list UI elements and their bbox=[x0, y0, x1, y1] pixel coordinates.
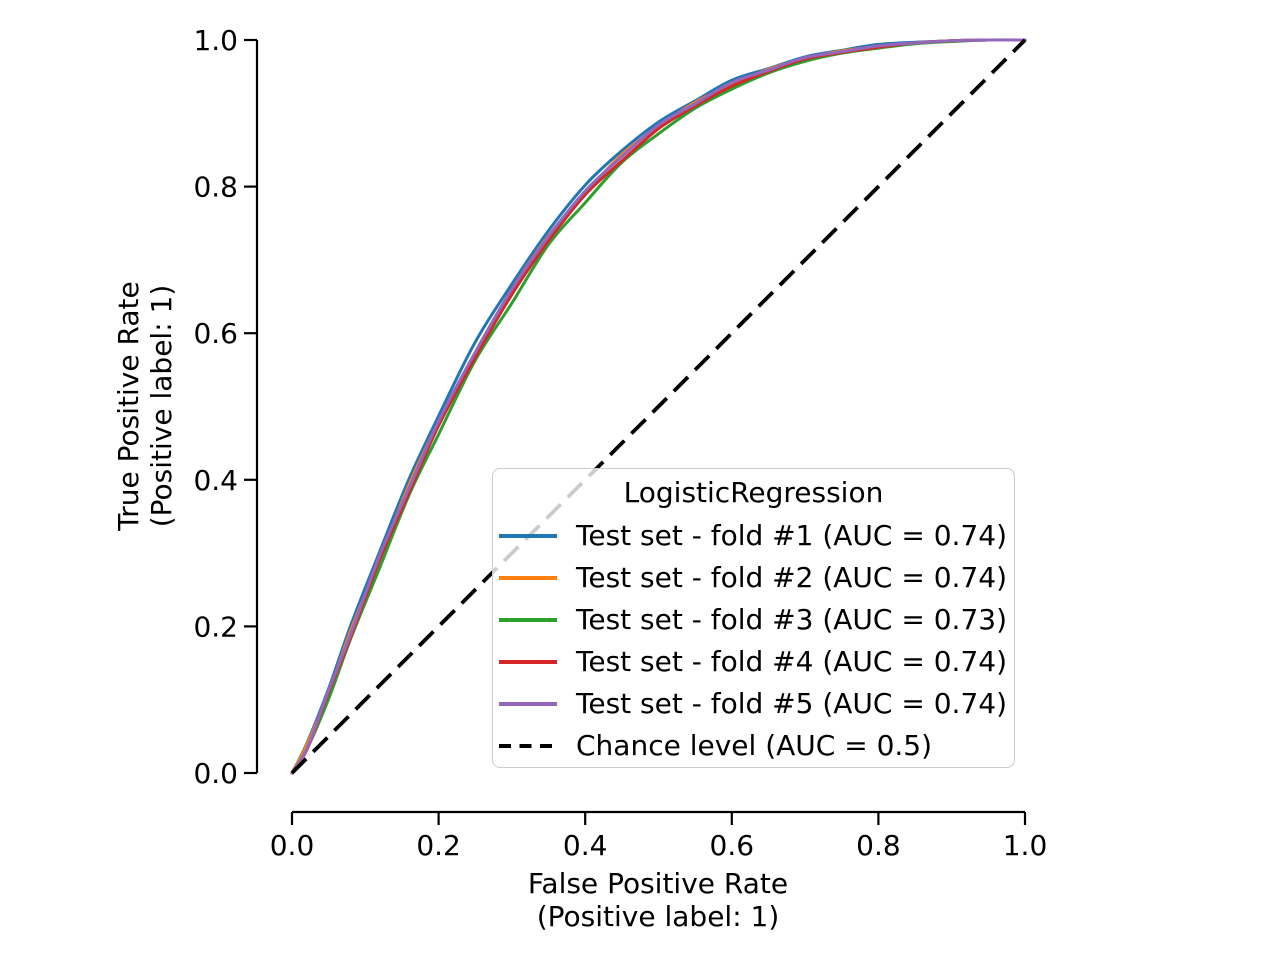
legend-entry-fold-4: Test set - fold #4 (AUC = 0.74) bbox=[493, 641, 1014, 683]
chance-level-line bbox=[290, 38, 1027, 775]
x-tick-label: 1.0 bbox=[1003, 829, 1048, 862]
y-tick-label: 0.0 bbox=[193, 757, 238, 790]
x-tick-label: 0.0 bbox=[270, 829, 315, 862]
legend-label-fold-4: Test set - fold #4 (AUC = 0.74) bbox=[576, 645, 1008, 678]
x-tick-label: 0.6 bbox=[710, 829, 755, 862]
legend-entry-fold-2: Test set - fold #2 (AUC = 0.74) bbox=[493, 557, 1014, 599]
legend: LogisticRegression Test set - fold #1 (A… bbox=[492, 468, 1015, 768]
x-axis-label-line2: (Positive label: 1) bbox=[537, 900, 780, 933]
legend-label-fold-3: Test set - fold #3 (AUC = 0.73) bbox=[576, 603, 1008, 636]
y-axis-label-line1: True Positive Rate bbox=[112, 281, 145, 531]
roc-curve-fold-5 bbox=[290, 38, 1027, 775]
x-axis-label-line1: False Positive Rate bbox=[528, 867, 788, 900]
y-tick-label: 0.6 bbox=[193, 317, 238, 350]
legend-line-sample-fold-3 bbox=[499, 618, 557, 622]
x-tick-label: 0.4 bbox=[563, 829, 608, 862]
x-tick-label: 0.2 bbox=[416, 829, 461, 862]
legend-line-sample-fold-2 bbox=[499, 576, 557, 580]
y-tick-label: 1.0 bbox=[193, 24, 238, 57]
legend-label-chance-level: Chance level (AUC = 0.5) bbox=[576, 729, 933, 762]
legend-entry-fold-3: Test set - fold #3 (AUC = 0.73) bbox=[493, 599, 1014, 641]
x-tick-label: 0.8 bbox=[856, 829, 901, 862]
y-tick-label: 0.4 bbox=[193, 464, 238, 497]
y-axis-label-line2: (Positive label: 1) bbox=[145, 285, 178, 528]
y-tick-label: 0.8 bbox=[193, 171, 238, 204]
legend-line-sample-fold-4 bbox=[499, 660, 557, 664]
legend-line-sample-fold-5 bbox=[499, 702, 557, 706]
legend-label-fold-2: Test set - fold #2 (AUC = 0.74) bbox=[576, 561, 1008, 594]
legend-entry-chance-level: Chance level (AUC = 0.5) bbox=[493, 725, 1014, 767]
legend-line-sample-chance-level bbox=[499, 744, 557, 748]
y-tick-label: 0.2 bbox=[193, 610, 238, 643]
legend-label-fold-5: Test set - fold #5 (AUC = 0.74) bbox=[576, 687, 1008, 720]
legend-entry-fold-5: Test set - fold #5 (AUC = 0.74) bbox=[493, 683, 1014, 725]
legend-entry-fold-1: Test set - fold #1 (AUC = 0.74) bbox=[493, 515, 1014, 557]
legend-title: LogisticRegression bbox=[623, 476, 884, 509]
legend-label-fold-1: Test set - fold #1 (AUC = 0.74) bbox=[576, 519, 1008, 552]
legend-line-sample-fold-1 bbox=[499, 534, 557, 538]
